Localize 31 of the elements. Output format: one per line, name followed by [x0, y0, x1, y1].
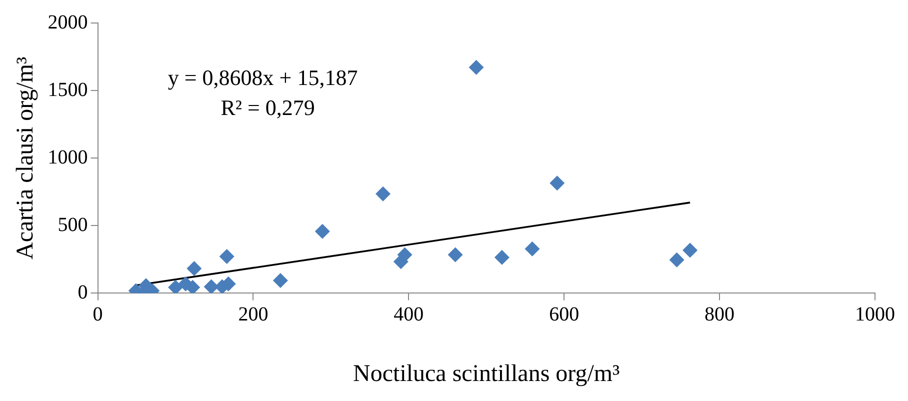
- x-tick-label: 0: [92, 303, 103, 326]
- y-tick-label: 0: [78, 281, 88, 304]
- point: [448, 247, 463, 262]
- point: [393, 254, 408, 270]
- x-axis-title: Noctiluca scintillans org/m³: [353, 360, 620, 387]
- x-tick-label: 600: [549, 303, 580, 326]
- y-tick-label: 500: [58, 214, 88, 236]
- point: [204, 279, 219, 294]
- point: [376, 186, 391, 202]
- point: [219, 248, 234, 264]
- point: [468, 60, 484, 75]
- annotation: R² = 0,279: [220, 95, 315, 120]
- y-tick-label: 1000: [48, 146, 88, 168]
- point: [524, 241, 540, 256]
- y-axis-title: Acartia clausi org/m³: [12, 56, 39, 260]
- x-tick-label: 800: [704, 303, 735, 326]
- point: [669, 252, 684, 268]
- point: [168, 280, 184, 294]
- x-tick-label: 1000: [855, 303, 895, 326]
- y-tick-label: 2000: [48, 11, 88, 34]
- point: [186, 260, 202, 276]
- point: [682, 242, 698, 258]
- point: [272, 273, 288, 288]
- point: [185, 280, 200, 294]
- point: [550, 176, 565, 191]
- point: [314, 224, 330, 239]
- annotation: y = 0,8608x + 15,187: [168, 65, 358, 90]
- point: [494, 250, 510, 265]
- x-tick-label: 400: [394, 303, 424, 326]
- y-tick-label: 1500: [48, 78, 88, 101]
- x-tick-label: 200: [238, 303, 268, 326]
